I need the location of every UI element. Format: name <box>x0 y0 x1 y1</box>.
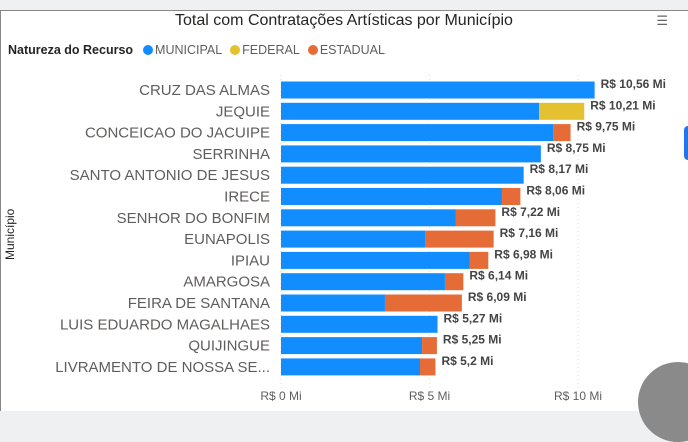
category-label: SANTO ANTONIO DE JESUS <box>70 167 270 184</box>
data-label: R$ 6,09 Mi <box>468 290 527 304</box>
bar-segment-municipal <box>281 102 540 120</box>
legend-item-estadual[interactable]: ESTADUAL <box>307 43 385 57</box>
category-label: CONCEICAO DO JACUIPE <box>85 125 270 142</box>
bar-segment-municipal <box>281 166 524 184</box>
data-label: R$ 5,27 Mi <box>444 311 503 325</box>
category-label: IRECE <box>224 189 270 206</box>
x-tick-label: R$ 10 Mi <box>554 389 602 402</box>
bar-segment-federal <box>539 102 585 120</box>
bar-segment-estadual <box>419 358 436 376</box>
x-tick-label: R$ 5 Mi <box>409 389 450 402</box>
category-label: FEIRA DE SANTANA <box>128 295 270 312</box>
category-label: AMARGOSA <box>183 274 270 291</box>
legend-item-municipal[interactable]: MUNICIPAL <box>143 43 222 57</box>
legend: Natureza do Recurso MUNICIPAL FEDERAL ES… <box>8 43 389 57</box>
data-label: R$ 5,25 Mi <box>443 333 502 347</box>
bar-segment-municipal <box>281 209 456 227</box>
bar-segment-estadual <box>455 209 496 227</box>
bar-segment-estadual <box>384 294 462 312</box>
category-label: QUIJINGUE <box>188 338 270 355</box>
bar-segment-municipal <box>281 145 541 163</box>
category-label: SERRINHA <box>192 146 270 163</box>
bar-segment-municipal <box>281 124 554 142</box>
bar-segment-estadual <box>425 230 494 248</box>
bar-segment-municipal <box>281 81 595 99</box>
bar-segment-estadual <box>444 273 464 291</box>
category-label: SENHOR DO BONFIM <box>117 210 270 227</box>
bar-segment-municipal <box>281 294 385 312</box>
category-label: JEQUIE <box>216 103 270 120</box>
data-label: R$ 6,98 Mi <box>494 247 553 261</box>
bar-segment-municipal <box>281 188 502 205</box>
data-label: R$ 7,16 Mi <box>500 226 559 240</box>
bar-segment-estadual <box>469 251 489 269</box>
bar-segment-municipal <box>281 315 438 333</box>
x-tick-label: R$ 0 Mi <box>260 389 301 402</box>
data-label: R$ 9,75 Mi <box>577 120 636 134</box>
bar-segment-municipal <box>281 251 470 269</box>
bar-segment-estadual <box>553 124 571 142</box>
filter-icon[interactable]: ☰ <box>656 14 668 29</box>
side-panel-tab[interactable] <box>684 126 688 160</box>
data-label: R$ 7,22 Mi <box>501 205 560 219</box>
bar-segment-municipal <box>281 337 423 355</box>
data-label: R$ 8,17 Mi <box>530 162 589 176</box>
data-label: R$ 5,2 Mi <box>441 354 493 368</box>
chart-title: Total com Contratações Artísticas por Mu… <box>175 12 513 29</box>
data-label: R$ 6,14 Mi <box>469 269 528 283</box>
bar-segment-estadual <box>501 188 521 205</box>
data-label: R$ 8,75 Mi <box>547 141 606 155</box>
category-label: LIVRAMENTO DE NOSSA SE... <box>55 359 270 376</box>
bar-segment-municipal <box>281 230 426 248</box>
category-label: EUNAPOLIS <box>184 231 270 248</box>
data-label: R$ 8,06 Mi <box>526 184 585 198</box>
category-label: CRUZ DAS ALMAS <box>139 82 270 99</box>
bar-segment-municipal <box>281 358 420 376</box>
bar-segment-municipal <box>281 273 445 291</box>
legend-item-federal[interactable]: FEDERAL <box>230 43 300 57</box>
bar-segment-estadual <box>422 337 437 355</box>
category-label: IPIAU <box>231 252 270 269</box>
legend-title: Natureza do Recurso <box>8 43 134 57</box>
category-label: LUIS EDUARDO MAGALHAES <box>60 316 270 333</box>
bar-chart: R$ 0 Mi R$ 5 Mi R$ 10 Mi CRUZ DAS ALMAS R$ 1… <box>55 75 666 402</box>
data-label: R$ 10,56 Mi <box>601 77 666 91</box>
data-label: R$ 10,21 Mi <box>590 98 655 112</box>
